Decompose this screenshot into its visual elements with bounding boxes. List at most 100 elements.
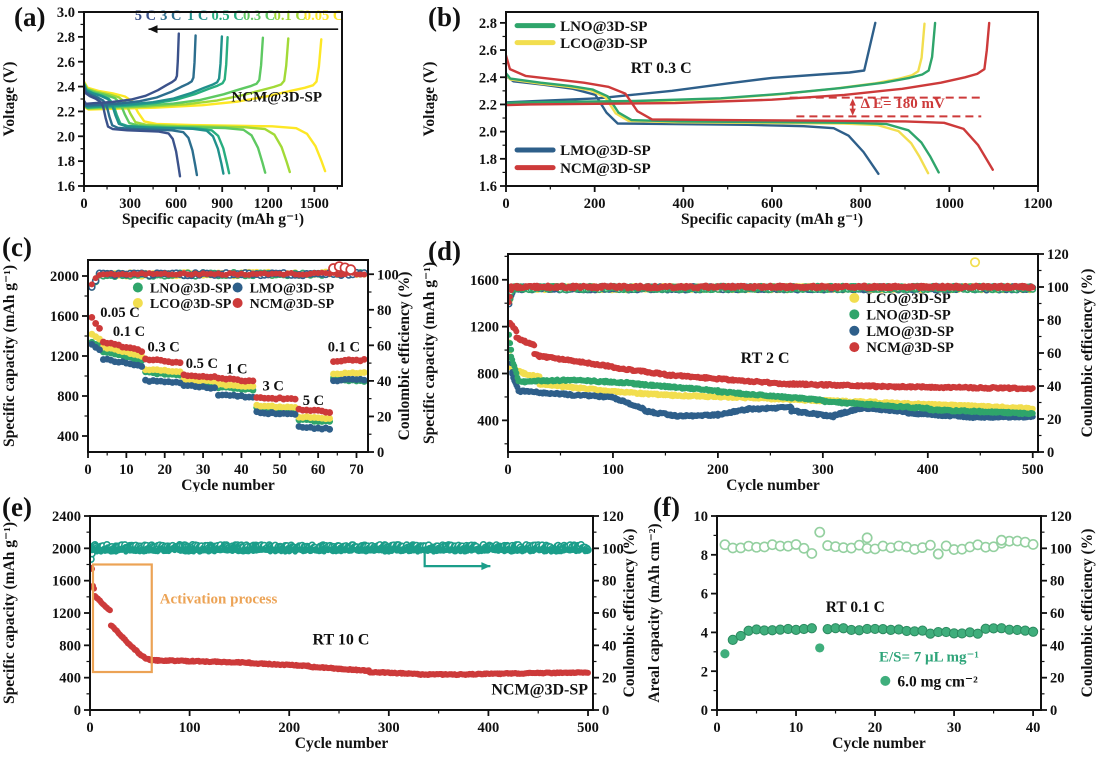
svg-text:60: 60 (311, 462, 326, 478)
svg-text:40: 40 (377, 374, 392, 390)
svg-text:2.2: 2.2 (479, 98, 497, 114)
svg-text:3.0: 3.0 (57, 5, 75, 21)
svg-text:1200: 1200 (470, 320, 499, 336)
svg-text:5 C: 5 C (303, 393, 324, 409)
panel-d: LCO@3D-SP LNO@3D-SP LMO@3D-SP NCM@3D-SP RT 2… (420, 232, 1103, 492)
svg-text:Specific capacity (mAh g⁻¹): Specific capacity (mAh g⁻¹) (122, 211, 304, 228)
svg-text:20: 20 (157, 462, 172, 478)
svg-text:60: 60 (377, 338, 392, 354)
svg-text:2.4: 2.4 (57, 80, 75, 96)
svg-text:2.6: 2.6 (479, 43, 497, 59)
svg-text:1500: 1500 (300, 196, 329, 212)
svg-text:20: 20 (377, 410, 392, 426)
svg-text:Specific capacity (mAh g⁻¹): Specific capacity (mAh g⁻¹) (1, 265, 18, 447)
svg-text:400: 400 (672, 196, 694, 212)
svg-text:LNO@3D-SP: LNO@3D-SP (150, 281, 232, 296)
svg-text:2.2: 2.2 (57, 105, 75, 121)
svg-text:400: 400 (57, 429, 79, 445)
svg-text:100: 100 (602, 462, 624, 478)
svg-text:80: 80 (377, 303, 392, 319)
svg-text:Coulombic efficiency (%): Coulombic efficiency (%) (396, 272, 413, 441)
svg-text:400: 400 (477, 413, 499, 429)
svg-text:120: 120 (1047, 247, 1069, 263)
svg-text:300: 300 (119, 196, 141, 212)
svg-text:NCM@3D-SP: NCM@3D-SP (560, 161, 651, 177)
svg-text:100: 100 (1047, 280, 1069, 296)
svg-text:800: 800 (477, 367, 499, 383)
svg-text:1600: 1600 (50, 309, 79, 325)
panel-c: LNO@3D-SP LCO@3D-SP LMO@3D-SP NCM@3D-SP 0.05… (0, 232, 420, 492)
svg-text:LMO@3D-SP: LMO@3D-SP (560, 143, 651, 159)
panel-f: RT 0.1 C E/S= 7 μL mg⁻¹ 6.0 mg cm⁻² 0 10 20 30… (645, 492, 1103, 767)
panel-letter-a: (a) (14, 2, 46, 32)
svg-text:0.3 C: 0.3 C (147, 340, 179, 356)
panel-letter-f: (f) (653, 492, 680, 522)
svg-text:800: 800 (850, 196, 872, 212)
svg-text:NCM@3D-SP: NCM@3D-SP (250, 297, 335, 312)
panel-b: LNO@3D-SP LCO@3D-SP LMO@3D-SP NCM@3D-SP RT 0… (420, 0, 1103, 232)
svg-text:Cycle number: Cycle number (726, 477, 820, 492)
svg-text:0.3 C: 0.3 C (243, 8, 275, 24)
svg-text:1.8: 1.8 (479, 152, 497, 168)
svg-text:0: 0 (502, 196, 509, 212)
svg-text:600: 600 (761, 196, 783, 212)
svg-text:1200: 1200 (254, 196, 283, 212)
svg-text:100: 100 (377, 267, 399, 283)
svg-text:0.05 C: 0.05 C (100, 305, 139, 321)
svg-text:LMO@3D-SP: LMO@3D-SP (250, 281, 335, 296)
svg-text:20: 20 (1047, 412, 1062, 428)
panel-letter-d: (d) (428, 236, 461, 266)
svg-text:1.6: 1.6 (479, 179, 497, 195)
svg-text:1200: 1200 (50, 349, 79, 365)
svg-text:0: 0 (377, 445, 384, 461)
svg-text:LNO@3D-SP: LNO@3D-SP (560, 19, 647, 35)
svg-text:LNO@3D-SP: LNO@3D-SP (866, 307, 951, 323)
svg-text:40: 40 (234, 462, 249, 478)
svg-text:70: 70 (349, 462, 364, 478)
svg-text:40: 40 (1047, 379, 1062, 395)
panel-letter-b: (b) (428, 2, 461, 32)
panel-e: Activation process RT 10 C NCM@3D-SP 0 100 20… (0, 492, 645, 767)
svg-text:3 C: 3 C (263, 379, 284, 395)
svg-text:Cycle number: Cycle number (181, 477, 275, 492)
svg-text:1600: 1600 (470, 273, 499, 289)
svg-text:3 C: 3 C (160, 8, 181, 24)
svg-text:0: 0 (80, 196, 87, 212)
svg-text:500: 500 (1022, 462, 1044, 478)
svg-text:2.8: 2.8 (479, 16, 497, 32)
svg-text:200: 200 (584, 196, 606, 212)
svg-text:LCO@3D-SP: LCO@3D-SP (866, 291, 951, 307)
svg-text:0.05 C: 0.05 C (304, 8, 343, 24)
svg-text:NCM@3D-SP: NCM@3D-SP (866, 340, 954, 356)
svg-text:1 C: 1 C (226, 362, 247, 378)
svg-text:Specific capacity (mAh g⁻¹): Specific capacity (mAh g⁻¹) (681, 211, 863, 228)
svg-text:Voltage (V): Voltage (V) (421, 62, 438, 137)
svg-text:2.6: 2.6 (57, 55, 75, 71)
svg-text:RT 2 C: RT 2 C (741, 350, 790, 367)
svg-text:Δ E= 180 mV: Δ E= 180 mV (861, 96, 945, 112)
svg-text:2.4: 2.4 (479, 70, 497, 86)
svg-text:NCM@3D-SP: NCM@3D-SP (231, 89, 322, 105)
svg-text:Voltage (V): Voltage (V) (1, 62, 18, 137)
svg-text:0.5 C: 0.5 C (186, 356, 218, 372)
svg-text:0.5 C: 0.5 C (211, 8, 243, 24)
svg-text:LCO@3D-SP: LCO@3D-SP (560, 36, 647, 52)
svg-text:2.8: 2.8 (57, 30, 75, 46)
svg-text:1.6: 1.6 (57, 179, 75, 195)
svg-text:1 C: 1 C (187, 8, 208, 24)
svg-text:300: 300 (812, 462, 834, 478)
svg-text:1.8: 1.8 (57, 154, 75, 170)
svg-text:80: 80 (1047, 313, 1062, 329)
svg-text:2.0: 2.0 (479, 125, 497, 141)
svg-text:Specific capacity (mAh g⁻¹): Specific capacity (mAh g⁻¹) (421, 262, 438, 444)
svg-text:10: 10 (119, 462, 134, 478)
svg-text:0: 0 (1047, 445, 1054, 461)
svg-text:50: 50 (273, 462, 288, 478)
